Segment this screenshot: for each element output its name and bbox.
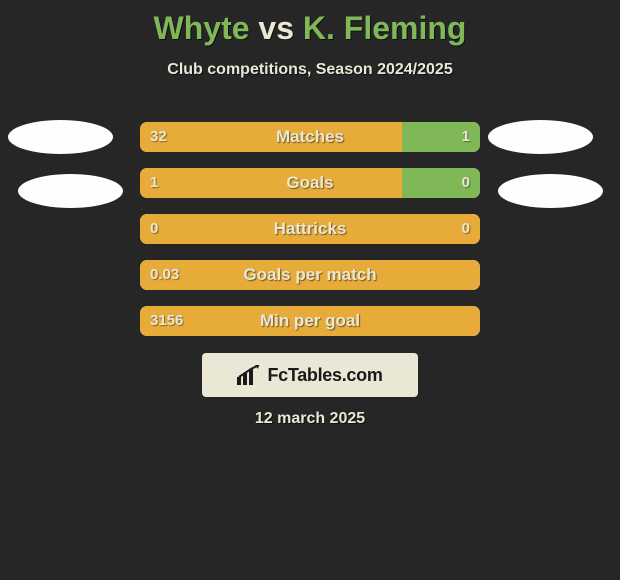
stat-row: 3156Min per goal	[0, 306, 620, 336]
stat-label: Matches	[140, 122, 480, 152]
team-logo-placeholder	[8, 120, 113, 154]
stat-label: Hattricks	[140, 214, 480, 244]
title: Whyte vs K. Fleming	[0, 0, 620, 47]
team-logo-placeholder	[488, 120, 593, 154]
stats-block: 321Matches10Goals00Hattricks0.03Goals pe…	[0, 122, 620, 352]
stat-label: Goals per match	[140, 260, 480, 290]
subtitle: Club competitions, Season 2024/2025	[0, 61, 620, 79]
date-label: 12 march 2025	[0, 410, 620, 428]
stat-label: Min per goal	[140, 306, 480, 336]
team-logo-placeholder	[498, 174, 603, 208]
fctables-logo-text: FcTables.com	[267, 365, 382, 386]
stat-row: 00Hattricks	[0, 214, 620, 244]
player2-name: K. Fleming	[303, 10, 467, 46]
infographic-container: Whyte vs K. Fleming Club competitions, S…	[0, 0, 620, 580]
player1-name: Whyte	[154, 10, 250, 46]
stat-label: Goals	[140, 168, 480, 198]
title-vs: vs	[258, 10, 294, 46]
team-logo-placeholder	[18, 174, 123, 208]
fctables-chart-icon	[237, 365, 261, 385]
stat-row: 0.03Goals per match	[0, 260, 620, 290]
fctables-logo: FcTables.com	[202, 353, 418, 397]
